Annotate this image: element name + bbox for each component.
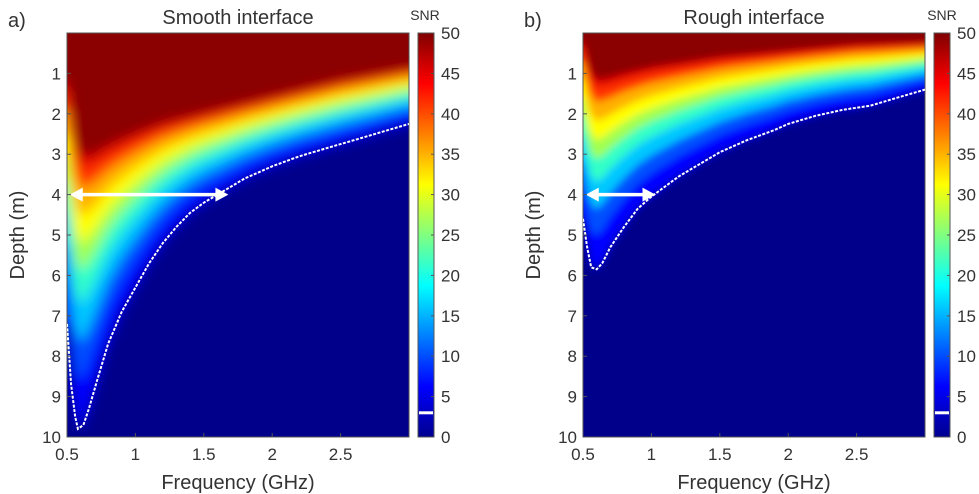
heatmap-area [583, 33, 925, 437]
y-tick-label: 6 [568, 266, 577, 285]
colorbar-tick-label: 5 [957, 388, 966, 407]
y-tick-label: 9 [52, 388, 61, 407]
x-tick-label: 2.5 [329, 445, 353, 464]
colorbar-tick-label: 30 [957, 186, 976, 205]
x-tick-label: 1 [131, 445, 140, 464]
colorbar-tick-label: 50 [441, 24, 460, 43]
x-tick-label: 0.5 [55, 445, 79, 464]
x-tick-label: 2 [267, 445, 276, 464]
y-tick-label: 4 [52, 186, 61, 205]
colorbar-ticks: 0 5 10 15 20 25 30 35 40 45 50 [431, 24, 460, 447]
colorbar-tick-label: 10 [441, 347, 460, 366]
y-tick-label: 1 [568, 64, 577, 83]
x-tick-label: 1 [647, 445, 656, 464]
y-tick-label: 3 [568, 145, 577, 164]
colorbar-tick-label: 0 [441, 428, 450, 447]
threshold-contour [583, 88, 925, 271]
colorbar-tick-label: 20 [957, 266, 976, 285]
y-tick-label: 5 [568, 226, 577, 245]
y-tick-label: 5 [52, 226, 61, 245]
colorbar-threshold-marker [935, 411, 949, 415]
colorbar-tick-label: 15 [441, 307, 460, 326]
y-tick-label: 8 [52, 347, 61, 366]
colorbar-ticks: 0 5 10 15 20 25 30 35 40 45 50 [947, 24, 976, 447]
x-tick-label: 1.5 [708, 445, 732, 464]
colorbar-tick-label: 35 [441, 145, 460, 164]
depth-arrow [69, 187, 229, 202]
x-tick-label: 2.5 [845, 445, 869, 464]
heatmap-area [67, 33, 409, 437]
colorbar-tick-label: 45 [441, 64, 460, 83]
colorbar-tick-label: 40 [957, 105, 976, 124]
threshold-contour [67, 122, 409, 431]
snr-threshold-line [67, 122, 409, 431]
y-tick-label: 10 [42, 428, 61, 447]
y-axis-ticks: 1 2 3 4 5 6 7 8 9 10 [558, 64, 587, 447]
colorbar-tick-label: 45 [957, 64, 976, 83]
colorbar-tick-label: 35 [957, 145, 976, 164]
snr-band-9 [583, 33, 925, 80]
y-tick-label: 7 [568, 307, 577, 326]
arrow-head-left [69, 187, 83, 202]
colorbar-tick-label: 10 [957, 347, 976, 366]
colorbar-label: SNR [927, 7, 957, 23]
x-tick-label: 2 [783, 445, 792, 464]
y-tick-label: 4 [568, 186, 577, 205]
colorbar-tick-label: 5 [441, 388, 450, 407]
colorbar-tick-label: 50 [957, 24, 976, 43]
y-tick-label: 7 [52, 307, 61, 326]
colorbar-tick-label: 30 [441, 186, 460, 205]
colorbar-tick-label: 15 [957, 307, 976, 326]
snr-band-9 [67, 33, 409, 157]
panel-label: b) [524, 10, 542, 32]
y-tick-label: 9 [568, 388, 577, 407]
x-axis-label: Frequency (GHz) [161, 472, 314, 494]
arrow-head-left [585, 187, 599, 202]
colorbar-tick-label: 25 [957, 226, 976, 245]
y-tick-label: 3 [52, 145, 61, 164]
colorbar-tick-label: 40 [441, 105, 460, 124]
colorbar-tick-label: 25 [441, 226, 460, 245]
y-tick-label: 10 [558, 428, 577, 447]
snr-threshold-line [583, 88, 925, 271]
x-axis-ticks: 0.5 1 1.5 2 2.5 [571, 433, 868, 464]
y-tick-label: 6 [52, 266, 61, 285]
plot-title: Smooth interface [162, 7, 313, 29]
colorbar-label: SNR [410, 7, 440, 23]
x-tick-label: 0.5 [571, 445, 595, 464]
x-axis-ticks: 0.5 1 1.5 2 2.5 [55, 433, 352, 464]
y-axis-label: Depth (m) [523, 191, 545, 280]
colorbar-threshold-marker [419, 411, 433, 415]
colorbar-tick-label: 0 [957, 428, 966, 447]
plot-title: Rough interface [683, 7, 824, 29]
y-tick-label: 1 [52, 64, 61, 83]
arrow-head-right [215, 187, 229, 202]
y-tick-label: 2 [52, 105, 61, 124]
colorbar-tick-label: 20 [441, 266, 460, 285]
y-tick-label: 8 [568, 347, 577, 366]
depth-arrow [585, 187, 656, 202]
y-axis-label: Depth (m) [7, 191, 29, 280]
y-tick-label: 2 [568, 105, 577, 124]
arrow-head-right [642, 187, 656, 202]
y-axis-ticks: 1 2 3 4 5 6 7 8 9 10 [42, 64, 71, 447]
x-tick-label: 1.5 [192, 445, 216, 464]
panel-label: a) [8, 10, 26, 32]
x-axis-label: Frequency (GHz) [677, 472, 830, 494]
